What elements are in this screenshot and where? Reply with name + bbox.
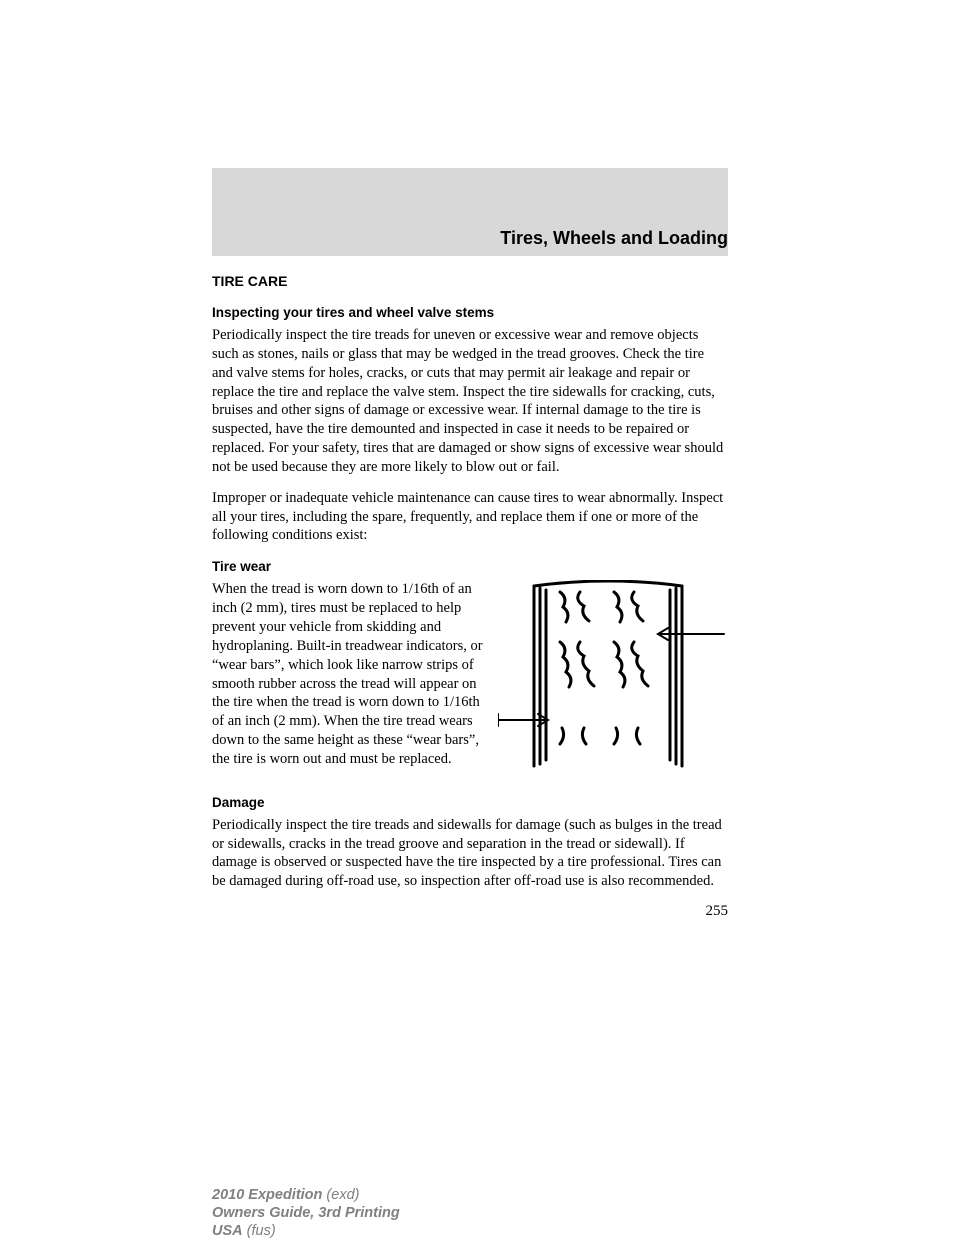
footer-line-3: USA (fus)	[212, 1222, 400, 1240]
tire-tread-diagram	[498, 580, 728, 775]
page-title: Tires, Wheels and Loading	[212, 228, 728, 249]
paragraph-damage: Periodically inspect the tire treads and…	[212, 816, 728, 891]
page-content: Tires, Wheels and Loading TIRE CARE Insp…	[212, 228, 728, 920]
footer-region-code: (fus)	[243, 1223, 276, 1239]
paragraph-inspecting-1: Periodically inspect the tire treads for…	[212, 326, 728, 477]
footer: 2010 Expedition (exd) Owners Guide, 3rd …	[212, 1186, 400, 1240]
footer-region: USA	[212, 1223, 243, 1239]
page-number: 255	[212, 903, 728, 920]
paragraph-inspecting-2: Improper or inadequate vehicle maintenan…	[212, 489, 728, 546]
sub-heading-inspecting: Inspecting your tires and wheel valve st…	[212, 305, 728, 320]
footer-model: 2010 Expedition	[212, 1187, 322, 1203]
sub-heading-tire-wear: Tire wear	[212, 559, 728, 574]
tire-wear-block: When the tread is worn down to 1/16th of…	[212, 580, 728, 780]
section-heading-tire-care: TIRE CARE	[212, 273, 728, 289]
footer-line-1: 2010 Expedition (exd)	[212, 1186, 400, 1204]
footer-model-code: (exd)	[322, 1187, 359, 1203]
footer-line-2: Owners Guide, 3rd Printing	[212, 1204, 400, 1222]
sub-heading-damage: Damage	[212, 795, 728, 810]
